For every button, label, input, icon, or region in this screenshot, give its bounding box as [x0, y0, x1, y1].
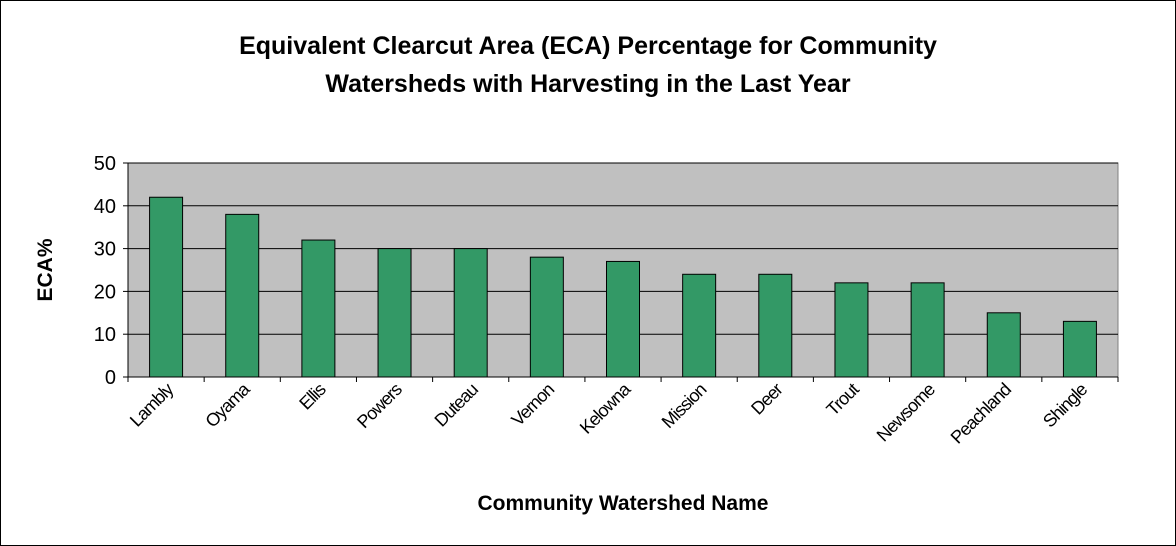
- y-tick-label: 20: [94, 281, 116, 303]
- bar: [225, 213, 260, 378]
- bar: [453, 248, 488, 378]
- x-axis-label: Community Watershed Name: [478, 492, 769, 515]
- y-tick-label: 30: [94, 239, 116, 261]
- y-tick-label: 50: [94, 153, 116, 175]
- bar: [1062, 320, 1097, 378]
- bar: [377, 248, 412, 378]
- bar: [529, 256, 564, 378]
- chart-title: Equivalent Clearcut Area (ECA) Percentag…: [239, 32, 937, 60]
- bar: [149, 196, 184, 378]
- bar: [986, 312, 1021, 378]
- bar: [606, 260, 640, 378]
- chart-title: Watersheds with Harvesting in the Last Y…: [325, 70, 850, 98]
- y-tick-label: 10: [94, 324, 116, 346]
- bar: [301, 239, 336, 378]
- y-tick-label: 40: [94, 196, 116, 218]
- bar: [834, 282, 869, 378]
- bar: [682, 273, 717, 378]
- bar: [758, 273, 793, 378]
- y-tick-label: 0: [105, 367, 116, 389]
- y-axis-label: ECA%: [34, 238, 57, 301]
- bar: [910, 282, 945, 378]
